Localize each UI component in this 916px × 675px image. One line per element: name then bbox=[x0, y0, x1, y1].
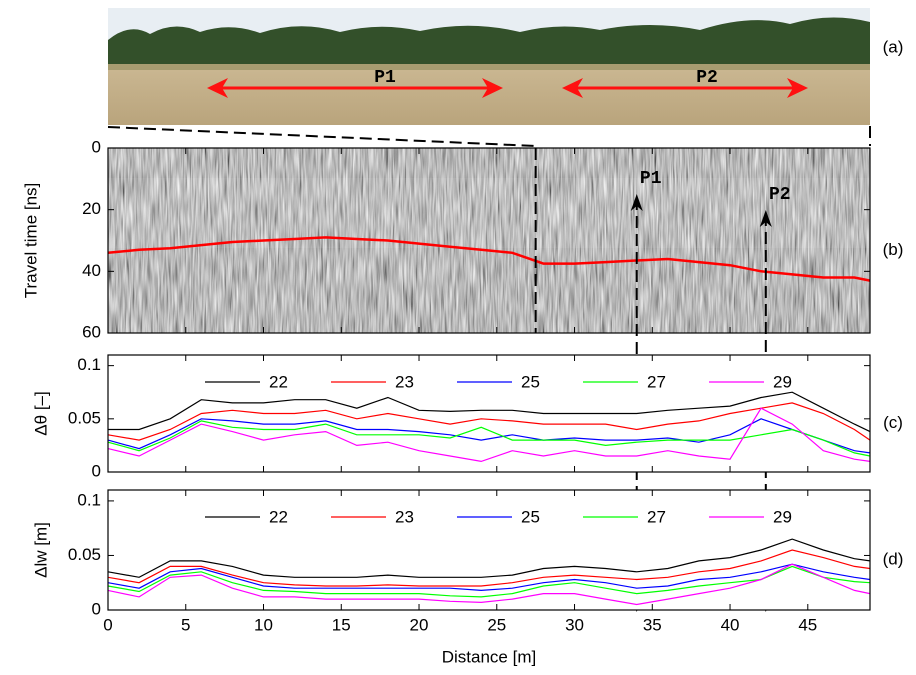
radargram-band bbox=[108, 178, 870, 248]
arrow-head bbox=[759, 210, 772, 227]
arrow-head bbox=[630, 194, 643, 211]
legend-label: 23 bbox=[395, 372, 414, 391]
x-tick-label: 35 bbox=[643, 615, 662, 634]
zoom-line bbox=[107, 126, 536, 147]
legend-label: 22 bbox=[269, 507, 288, 526]
x-tick-label: 10 bbox=[254, 615, 273, 634]
y-tick-label: 20 bbox=[82, 199, 101, 218]
data-line bbox=[107, 236, 871, 282]
y-axis-label: Δθ [–] bbox=[31, 391, 50, 435]
panel-label: (a) bbox=[883, 37, 904, 56]
radargram bbox=[108, 148, 870, 333]
legend-label: 27 bbox=[647, 372, 666, 391]
data-line bbox=[107, 549, 871, 587]
profile-label: P1 bbox=[640, 169, 662, 189]
x-tick-label: 15 bbox=[332, 615, 351, 634]
x-axis-label: Distance [m] bbox=[442, 647, 536, 666]
photo-arrow-label: P2 bbox=[696, 68, 718, 88]
x-tick-label: 40 bbox=[721, 615, 740, 634]
y-tick-label: 60 bbox=[82, 322, 101, 341]
photo-arrow-label: P1 bbox=[374, 68, 396, 88]
y-tick-label: 40 bbox=[82, 261, 101, 280]
axes-frame bbox=[107, 489, 871, 611]
y-axis-label: Δlw [m] bbox=[31, 522, 50, 578]
data-line bbox=[107, 563, 871, 592]
legend-label: 29 bbox=[773, 372, 792, 391]
x-tick-label: 5 bbox=[181, 615, 190, 634]
x-tick-label: 45 bbox=[798, 615, 817, 634]
legend-label: 23 bbox=[395, 507, 414, 526]
y-axis-label: Travel time [ns] bbox=[21, 183, 40, 299]
panel-label: (d) bbox=[883, 549, 904, 568]
photo-arrows bbox=[207, 78, 808, 98]
y-tick-label: 0 bbox=[92, 461, 101, 480]
x-tick-label: 30 bbox=[565, 615, 584, 634]
x-tick-label: 20 bbox=[410, 615, 429, 634]
profile-label: P2 bbox=[769, 185, 791, 205]
y-tick-label: 0.05 bbox=[68, 408, 101, 427]
data-line bbox=[107, 418, 871, 454]
y-tick-label: 0 bbox=[92, 599, 101, 618]
panel-label: (c) bbox=[883, 413, 903, 432]
legend-label: 25 bbox=[521, 372, 540, 391]
axes-frame bbox=[107, 147, 871, 334]
legend-label: 25 bbox=[521, 507, 540, 526]
data-line bbox=[107, 407, 871, 463]
legend-label: 29 bbox=[773, 507, 792, 526]
axes-frame bbox=[107, 354, 871, 473]
y-tick-label: 0.05 bbox=[68, 545, 101, 564]
data-line bbox=[108, 391, 871, 433]
data-line bbox=[107, 402, 871, 441]
legend-label: 27 bbox=[647, 507, 666, 526]
data-line bbox=[107, 563, 871, 606]
y-tick-label: 0.1 bbox=[77, 490, 101, 509]
x-tick-label: 0 bbox=[103, 615, 112, 634]
data-line bbox=[107, 565, 871, 598]
panel-label: (b) bbox=[883, 240, 904, 259]
legend-label: 22 bbox=[269, 372, 288, 391]
y-tick-label: 0.1 bbox=[77, 355, 101, 374]
y-tick-label: 0 bbox=[92, 137, 101, 156]
plot-area bbox=[108, 490, 870, 610]
x-tick-label: 25 bbox=[487, 615, 506, 634]
plot-area bbox=[108, 355, 870, 472]
data-line bbox=[107, 538, 871, 578]
photo bbox=[108, 8, 870, 125]
data-line bbox=[107, 420, 871, 457]
